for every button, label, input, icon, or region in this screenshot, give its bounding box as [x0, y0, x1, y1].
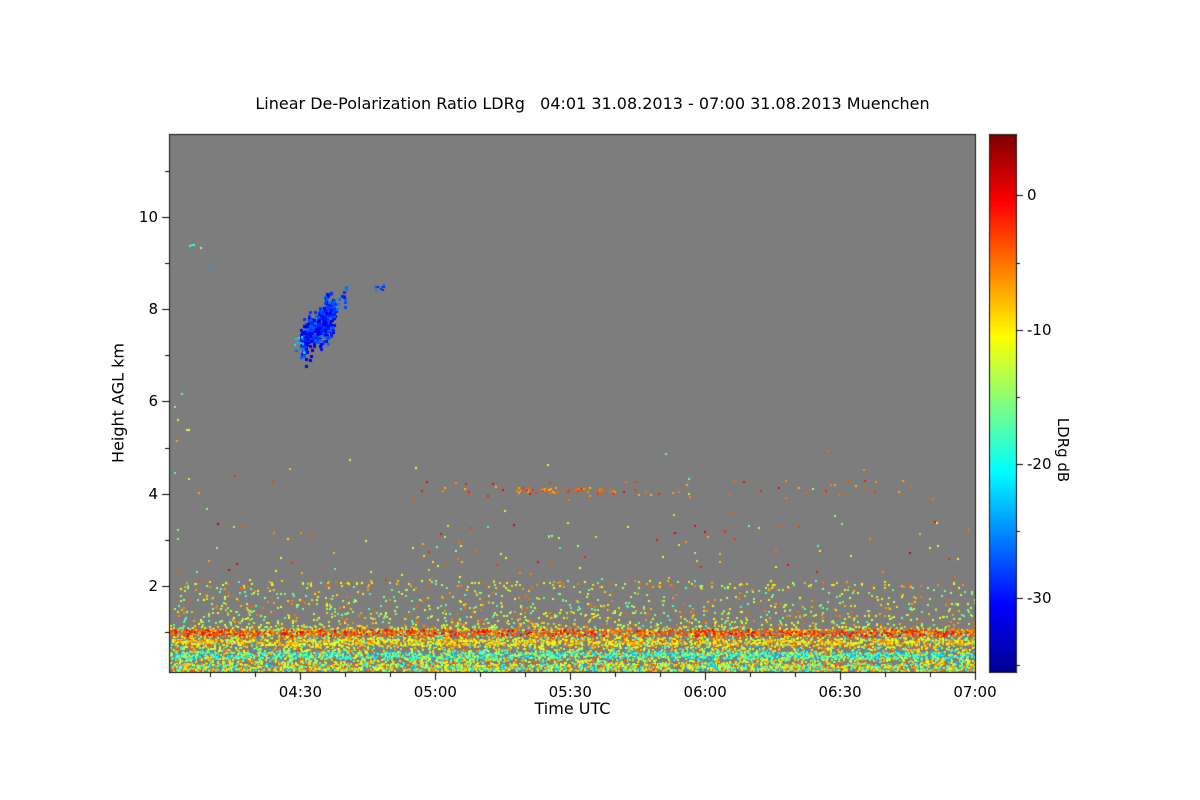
colorbar-tick-label: 0	[1027, 186, 1037, 205]
y-tick-label: 2	[148, 576, 158, 595]
colorbar-gradient	[990, 135, 1016, 672]
y-axis-title: Height AGL km	[108, 343, 128, 463]
chart-title: Linear De-Polarization Ratio LDRg 04:01 …	[255, 94, 930, 113]
x-tick-label: 05:30	[548, 683, 592, 701]
x-tick-label: 06:00	[683, 683, 727, 701]
y-tick-label: 4	[148, 484, 158, 503]
colorbar-title: LDRg dB	[1054, 417, 1072, 483]
x-tick-label: 05:00	[413, 683, 457, 701]
heatmap-canvas	[170, 135, 975, 672]
x-axis-title: Time UTC	[534, 699, 611, 718]
y-tick-label: 6	[148, 392, 158, 411]
y-tick-label: 8	[148, 300, 158, 319]
colorbar-tick-label: -10	[1027, 320, 1052, 339]
x-tick-label: 06:30	[818, 683, 862, 701]
colorbar-tick-label: -30	[1027, 589, 1052, 608]
x-tick-label: 07:00	[953, 683, 997, 701]
colorbar-tick-label: -20	[1027, 454, 1052, 473]
y-tick-label: 10	[138, 208, 158, 227]
x-tick-label: 04:30	[278, 683, 323, 701]
